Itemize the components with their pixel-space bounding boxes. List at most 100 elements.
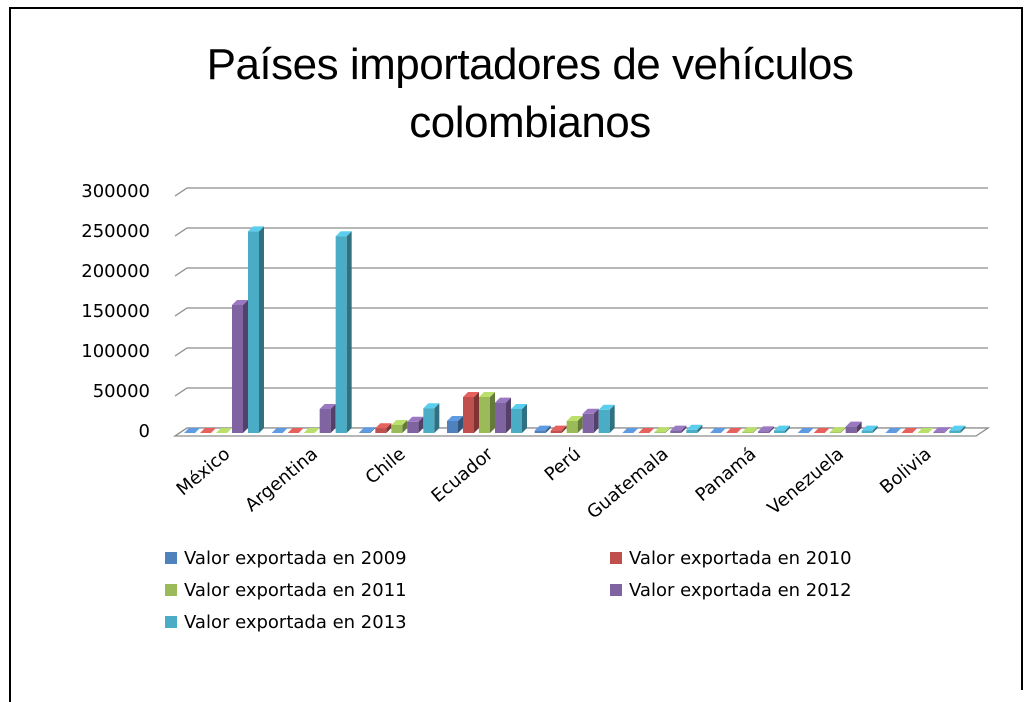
bar-side [418, 416, 424, 433]
bar-top [232, 300, 248, 305]
bar [638, 428, 655, 433]
bar [232, 300, 248, 433]
bar [463, 392, 479, 433]
legend-swatch [610, 584, 622, 596]
bar-side [840, 427, 846, 433]
bar-top [335, 231, 352, 237]
bar-front [423, 408, 435, 433]
bar-top [845, 421, 862, 427]
bar-top [495, 397, 511, 403]
bar [495, 397, 511, 433]
bar-front [407, 421, 419, 433]
bar-side [506, 397, 511, 433]
bar-top [885, 428, 902, 433]
bar [933, 427, 950, 433]
bar-side [785, 425, 790, 433]
bar-top [200, 428, 216, 433]
bar-side [697, 424, 703, 433]
bar-front [534, 430, 546, 433]
x-tick-label: México [173, 444, 235, 500]
legend-swatch [165, 584, 177, 596]
x-tick-label: Perú [541, 444, 585, 486]
bar [917, 428, 934, 433]
bar-front [550, 430, 562, 433]
bar-side [960, 425, 966, 433]
bar-side [665, 427, 671, 433]
bar-top [248, 226, 264, 232]
bar-top [670, 425, 687, 431]
bar [216, 428, 232, 433]
bar-front [686, 429, 698, 433]
bar-side [370, 427, 376, 433]
x-tick-label: Chile [362, 444, 410, 489]
bar-front [758, 431, 769, 433]
bar-side [458, 416, 463, 433]
bar [287, 428, 304, 433]
chart-title: Países importadores de vehículos colombi… [206, 40, 854, 147]
bar-front [582, 413, 594, 433]
bar-top [216, 428, 232, 433]
bar [511, 404, 527, 433]
bar [758, 426, 774, 433]
bar-front [375, 428, 387, 433]
bar [303, 428, 320, 433]
y-tick-label: 300000 [81, 181, 150, 202]
bar-top [901, 428, 918, 433]
bar [670, 425, 687, 433]
bar-front [861, 430, 873, 433]
bar-front [949, 430, 961, 433]
bar-top [550, 425, 567, 431]
bar-front [335, 236, 347, 433]
bar [335, 231, 352, 433]
bar-top [813, 428, 830, 433]
bar-top [303, 428, 320, 433]
bar-front [933, 432, 945, 433]
legend-label: Valor exportada en 2012 [629, 580, 852, 601]
bar [582, 408, 599, 433]
bar [566, 416, 583, 433]
bar-top [638, 428, 655, 433]
bar-side [856, 421, 862, 433]
bar [359, 427, 376, 433]
legend-swatch [165, 552, 177, 564]
bar [200, 428, 216, 433]
bar-side [259, 226, 264, 433]
bar-side [490, 392, 495, 433]
grid-line [174, 187, 988, 197]
bar-side [872, 425, 878, 433]
bar-top [407, 416, 424, 422]
bar-top [463, 392, 479, 397]
bar [797, 428, 814, 433]
bar-top [774, 425, 790, 431]
bar [407, 416, 424, 433]
bar-top [933, 427, 950, 433]
bar-side [330, 404, 336, 433]
bar [726, 428, 742, 433]
bar-top [271, 428, 288, 433]
y-tick-label: 150000 [81, 301, 150, 322]
bar [829, 427, 846, 433]
x-tick-label: Bolivia [876, 444, 935, 499]
bar-top [686, 424, 703, 430]
bar-top [319, 404, 336, 409]
bar-front [248, 231, 259, 433]
bar [742, 427, 758, 433]
bar [686, 424, 703, 433]
bar-side [593, 408, 599, 433]
bar-side [769, 426, 774, 433]
grid-line [174, 267, 988, 277]
bar [813, 428, 830, 433]
bar-side [609, 404, 615, 433]
bar-side [243, 300, 248, 433]
y-tick-label: 250000 [81, 221, 150, 242]
bar-top [622, 428, 639, 433]
legend-label: Valor exportada en 2011 [184, 580, 407, 601]
bar-side [346, 231, 352, 433]
y-tick-label: 0 [139, 421, 150, 442]
bar-front [359, 432, 371, 433]
bar-top [861, 425, 878, 431]
bar-top [829, 427, 846, 433]
bar-side [386, 423, 392, 433]
grid-line [174, 227, 988, 237]
